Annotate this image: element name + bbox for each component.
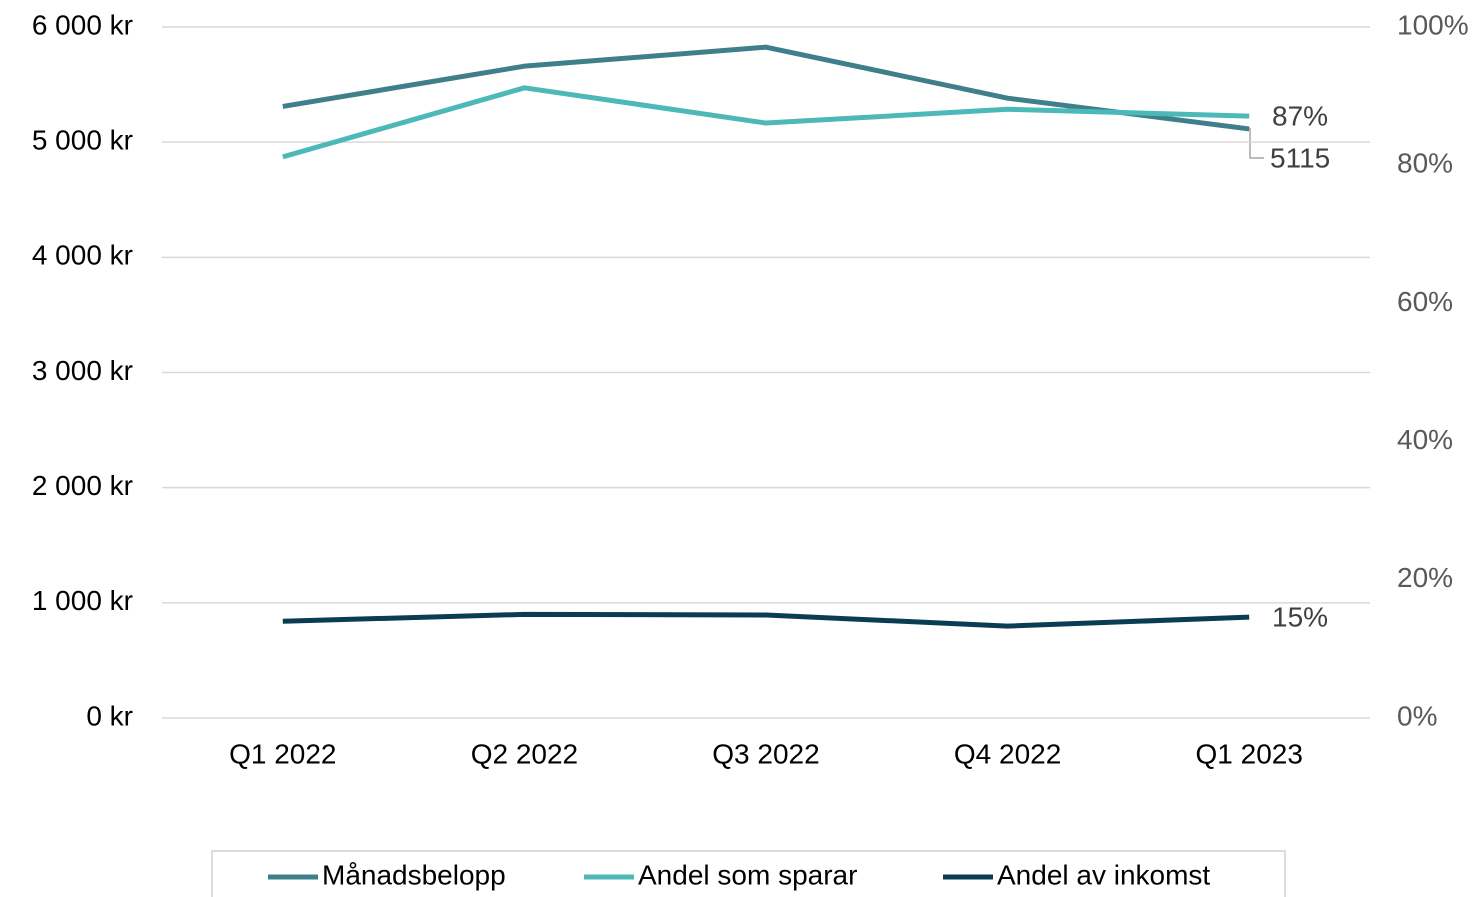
- legend-box: [211, 850, 1286, 897]
- y2-tick-label: 40%: [1397, 424, 1453, 455]
- line: [282, 611, 1250, 629]
- x-tick-label: Q1 2023: [1195, 738, 1302, 769]
- y-tick-label: 2 000 kr: [32, 470, 133, 501]
- line: [282, 85, 1250, 160]
- legend-label: Månadsbelopp: [322, 859, 506, 890]
- y2-tick-label: 100%: [1397, 9, 1469, 40]
- y-tick-label: 3 000 kr: [32, 355, 133, 386]
- x-tick-label: Q4 2022: [954, 738, 1061, 769]
- y-tick-label: 5 000 kr: [32, 125, 133, 156]
- legend-label: Andel av inkomst: [997, 859, 1210, 890]
- y2-tick-label: 80%: [1397, 148, 1453, 179]
- y2-tick-label: 60%: [1397, 286, 1453, 317]
- y2-tick-label: 20%: [1397, 562, 1453, 593]
- y-tick-label: 6 000 kr: [32, 9, 133, 40]
- y-tick-label: 1 000 kr: [32, 585, 133, 616]
- x-tick-label: Q3 2022: [712, 738, 819, 769]
- x-tick-label: Q1 2022: [229, 738, 336, 769]
- data-label: 15%: [1272, 602, 1328, 633]
- legend-label: Andel som sparar: [638, 859, 857, 890]
- data-label: 87%: [1272, 101, 1328, 132]
- y2-tick-label: 0%: [1397, 700, 1437, 731]
- leader-line: [1249, 128, 1264, 159]
- y-tick-label: 4 000 kr: [32, 240, 133, 271]
- data-label: 5115: [1270, 142, 1330, 173]
- x-tick-label: Q2 2022: [471, 738, 578, 769]
- y-tick-label: 0 kr: [86, 700, 133, 731]
- line: [282, 44, 1250, 132]
